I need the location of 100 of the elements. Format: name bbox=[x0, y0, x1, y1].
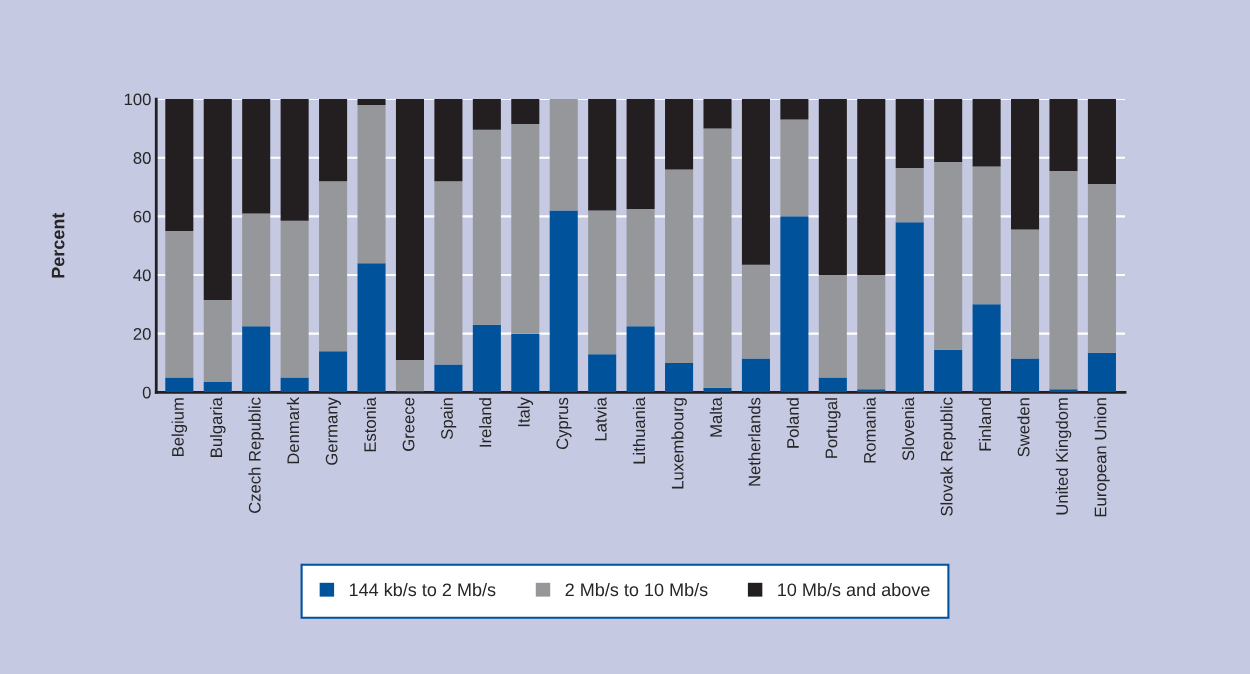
bar bbox=[395, 99, 424, 361]
bar bbox=[357, 99, 386, 105]
bar bbox=[242, 326, 271, 393]
bar bbox=[626, 209, 655, 327]
bar bbox=[472, 129, 501, 325]
bar bbox=[549, 210, 578, 393]
bar bbox=[741, 358, 770, 393]
x-tick-label: Denmark bbox=[286, 397, 300, 464]
bar bbox=[203, 382, 232, 393]
bar bbox=[588, 99, 617, 211]
bar bbox=[280, 220, 309, 378]
bar bbox=[319, 99, 348, 182]
bar bbox=[857, 389, 886, 393]
legend-label: 2 Mb/s to 10 Mb/s bbox=[565, 582, 708, 597]
x-tick-label: Slovenia bbox=[901, 397, 915, 461]
x-tick-label: Poland bbox=[786, 398, 799, 448]
x-tick-label: Germany bbox=[325, 397, 341, 465]
x-tick-label: Greece bbox=[402, 397, 415, 451]
bar bbox=[1087, 99, 1116, 185]
x-tick-label: Finland bbox=[978, 398, 992, 451]
bar bbox=[1049, 170, 1078, 390]
bar bbox=[1049, 99, 1078, 171]
x-tick-label: Lithuania bbox=[632, 397, 646, 464]
x-tick-label: Portugal bbox=[825, 398, 841, 458]
bar bbox=[588, 210, 617, 355]
bar bbox=[203, 299, 232, 383]
bar bbox=[895, 222, 924, 393]
bar bbox=[665, 362, 694, 393]
bar bbox=[434, 181, 463, 365]
legend-label: 10 Mb/s and above bbox=[778, 582, 930, 597]
legend-label: 144 kb/s to 2 Mb/s bbox=[349, 582, 496, 597]
x-tick-label: Malta bbox=[709, 397, 722, 437]
bar bbox=[626, 99, 655, 210]
bar bbox=[434, 99, 463, 182]
bar bbox=[626, 326, 655, 393]
y-tick-label: 40 bbox=[133, 269, 151, 282]
bar bbox=[818, 99, 847, 275]
bar bbox=[319, 181, 348, 352]
x-tick-label: Latvia bbox=[594, 397, 607, 441]
y-tick-label: 80 bbox=[133, 152, 151, 164]
bar bbox=[895, 167, 924, 223]
bar bbox=[972, 166, 1001, 305]
bar bbox=[741, 99, 770, 265]
bar bbox=[1087, 352, 1116, 393]
bar bbox=[280, 99, 309, 221]
x-tick-label: Belgium bbox=[171, 398, 188, 456]
x-tick-label: Luxembourg bbox=[671, 398, 687, 489]
x-tick-label: Spain bbox=[440, 398, 457, 439]
x-tick-label: Czech Republic bbox=[248, 397, 264, 513]
bar bbox=[165, 99, 194, 232]
bar bbox=[242, 99, 271, 214]
x-tick-label: Italy bbox=[517, 397, 534, 427]
bar bbox=[242, 213, 271, 327]
x-tick-label: Romania bbox=[863, 397, 876, 463]
bar bbox=[857, 274, 886, 390]
bar bbox=[549, 99, 578, 211]
y-axis-title: Percent bbox=[51, 212, 65, 278]
x-tick-label: United Kingdom bbox=[1055, 398, 1072, 515]
bar bbox=[780, 119, 809, 217]
bar bbox=[934, 162, 963, 350]
y-tick-label: 0 bbox=[142, 386, 151, 399]
bar bbox=[203, 99, 232, 300]
bar bbox=[895, 99, 924, 168]
x-tick-label: Ireland bbox=[479, 398, 492, 447]
bar bbox=[357, 263, 386, 393]
bar bbox=[703, 387, 732, 393]
bar bbox=[703, 99, 732, 129]
bar bbox=[588, 354, 617, 393]
bar bbox=[741, 264, 770, 359]
bar bbox=[665, 99, 694, 170]
bar bbox=[434, 364, 463, 393]
bar bbox=[972, 99, 1001, 167]
bar bbox=[511, 124, 540, 334]
bar bbox=[665, 169, 694, 363]
bar bbox=[1011, 99, 1040, 230]
x-tick-label: European Union bbox=[1094, 398, 1110, 517]
bar bbox=[972, 304, 1001, 393]
bar bbox=[165, 231, 194, 378]
bar bbox=[934, 99, 963, 163]
bar bbox=[165, 377, 194, 393]
y-tick-label: 60 bbox=[133, 210, 151, 223]
bar bbox=[857, 99, 886, 275]
x-tick-label: Cyprus bbox=[556, 397, 572, 450]
bar bbox=[472, 324, 501, 393]
y-tick-label: 100 bbox=[124, 93, 151, 106]
bar bbox=[818, 274, 847, 378]
bar bbox=[395, 360, 424, 391]
bar bbox=[780, 99, 809, 120]
x-tick-label: Sweden bbox=[1017, 398, 1030, 457]
bar bbox=[1011, 358, 1040, 393]
bar bbox=[319, 351, 348, 393]
x-tick-label: Bulgaria bbox=[209, 397, 226, 457]
x-tick-label: Netherlands bbox=[748, 397, 761, 486]
y-tick-label: 20 bbox=[133, 328, 151, 340]
bar bbox=[357, 104, 386, 264]
x-tick-label: Slovak Republic bbox=[940, 397, 956, 516]
bar bbox=[472, 99, 501, 130]
bar bbox=[780, 216, 809, 393]
bar bbox=[1087, 184, 1116, 353]
bar bbox=[511, 99, 540, 124]
